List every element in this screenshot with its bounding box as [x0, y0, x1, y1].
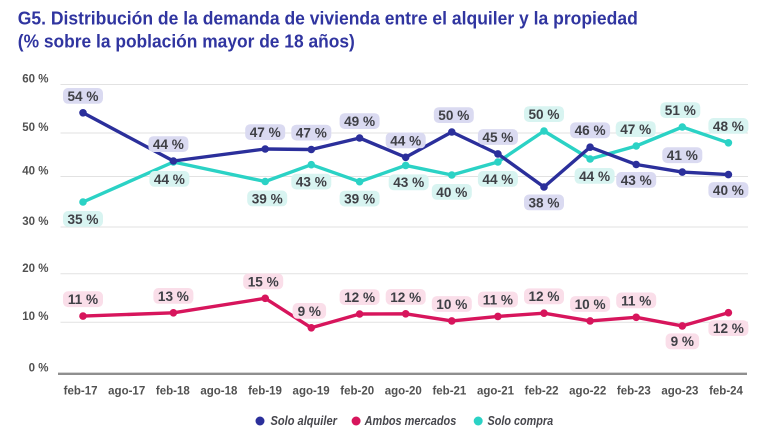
svg-text:feb-21: feb-21 [432, 386, 466, 398]
svg-text:44 %: 44 % [154, 172, 185, 187]
svg-text:13 %: 13 % [158, 289, 189, 304]
svg-text:43 %: 43 % [621, 173, 652, 188]
svg-text:10 %: 10 % [22, 311, 48, 323]
svg-text:ago-20: ago-20 [385, 386, 422, 398]
svg-text:12 %: 12 % [529, 289, 560, 304]
svg-text:39 %: 39 % [252, 191, 283, 206]
svg-text:44 %: 44 % [153, 137, 184, 152]
svg-text:35 %: 35 % [68, 212, 99, 227]
svg-text:12 %: 12 % [344, 290, 375, 305]
svg-text:10 %: 10 % [436, 297, 467, 312]
svg-text:48 %: 48 % [713, 119, 744, 134]
svg-text:ago-23: ago-23 [661, 386, 698, 398]
svg-text:feb-17: feb-17 [64, 386, 98, 398]
svg-text:feb-22: feb-22 [525, 386, 559, 398]
svg-text:40 %: 40 % [713, 183, 744, 198]
svg-text:feb-24: feb-24 [709, 386, 743, 398]
svg-text:50 %: 50 % [438, 108, 469, 123]
svg-text:44 %: 44 % [390, 133, 421, 148]
svg-text:54 %: 54 % [68, 89, 99, 104]
svg-text:G5. Distribución de la demanda: G5. Distribución de la demanda de vivien… [18, 9, 638, 29]
svg-text:9 %: 9 % [671, 334, 694, 349]
svg-text:ago-17: ago-17 [108, 386, 145, 398]
svg-text:40 %: 40 % [436, 185, 467, 200]
svg-text:51 %: 51 % [665, 103, 696, 118]
svg-text:47 %: 47 % [296, 126, 327, 141]
svg-text:feb-20: feb-20 [340, 386, 374, 398]
svg-text:40 %: 40 % [22, 166, 48, 178]
svg-text:45 %: 45 % [482, 130, 513, 145]
svg-text:20 %: 20 % [22, 263, 48, 275]
svg-text:9 %: 9 % [298, 304, 321, 319]
svg-text:60 %: 60 % [22, 74, 48, 86]
svg-text:ago-21: ago-21 [477, 386, 515, 398]
svg-text:ago-19: ago-19 [293, 386, 330, 398]
svg-text:feb-23: feb-23 [617, 386, 651, 398]
svg-text:Ambos mercados: Ambos mercados [364, 413, 457, 428]
svg-text:12 %: 12 % [390, 290, 421, 305]
svg-text:12 %: 12 % [713, 321, 744, 336]
svg-text:0 %: 0 % [29, 362, 49, 374]
svg-text:46 %: 46 % [575, 123, 606, 138]
svg-text:50 %: 50 % [22, 122, 48, 134]
svg-text:11 %: 11 % [621, 293, 651, 308]
svg-text:10 %: 10 % [575, 297, 606, 312]
svg-text:44 %: 44 % [579, 169, 610, 184]
svg-text:43 %: 43 % [296, 175, 327, 190]
svg-text:41 %: 41 % [667, 148, 698, 163]
svg-text:30 %: 30 % [22, 216, 48, 228]
svg-text:Solo alquiler: Solo alquiler [271, 413, 338, 428]
svg-text:39 %: 39 % [344, 192, 375, 207]
svg-text:ago-22: ago-22 [569, 386, 606, 398]
svg-text:feb-18: feb-18 [156, 386, 190, 398]
svg-text:(% sobre la población mayor de: (% sobre la población mayor de 18 años) [18, 32, 355, 52]
svg-text:feb-19: feb-19 [248, 386, 282, 398]
svg-text:47 %: 47 % [620, 122, 651, 137]
svg-text:15 %: 15 % [248, 274, 279, 289]
svg-text:49 %: 49 % [344, 114, 375, 129]
svg-text:11 %: 11 % [68, 292, 98, 307]
svg-text:38 %: 38 % [529, 195, 560, 210]
svg-text:50 %: 50 % [529, 107, 560, 122]
svg-text:11 %: 11 % [483, 292, 513, 307]
svg-text:44 %: 44 % [482, 172, 513, 187]
svg-text:43 %: 43 % [393, 175, 424, 190]
svg-text:ago-18: ago-18 [200, 386, 238, 398]
svg-text:Solo compra: Solo compra [488, 413, 554, 428]
svg-text:47 %: 47 % [250, 125, 281, 140]
